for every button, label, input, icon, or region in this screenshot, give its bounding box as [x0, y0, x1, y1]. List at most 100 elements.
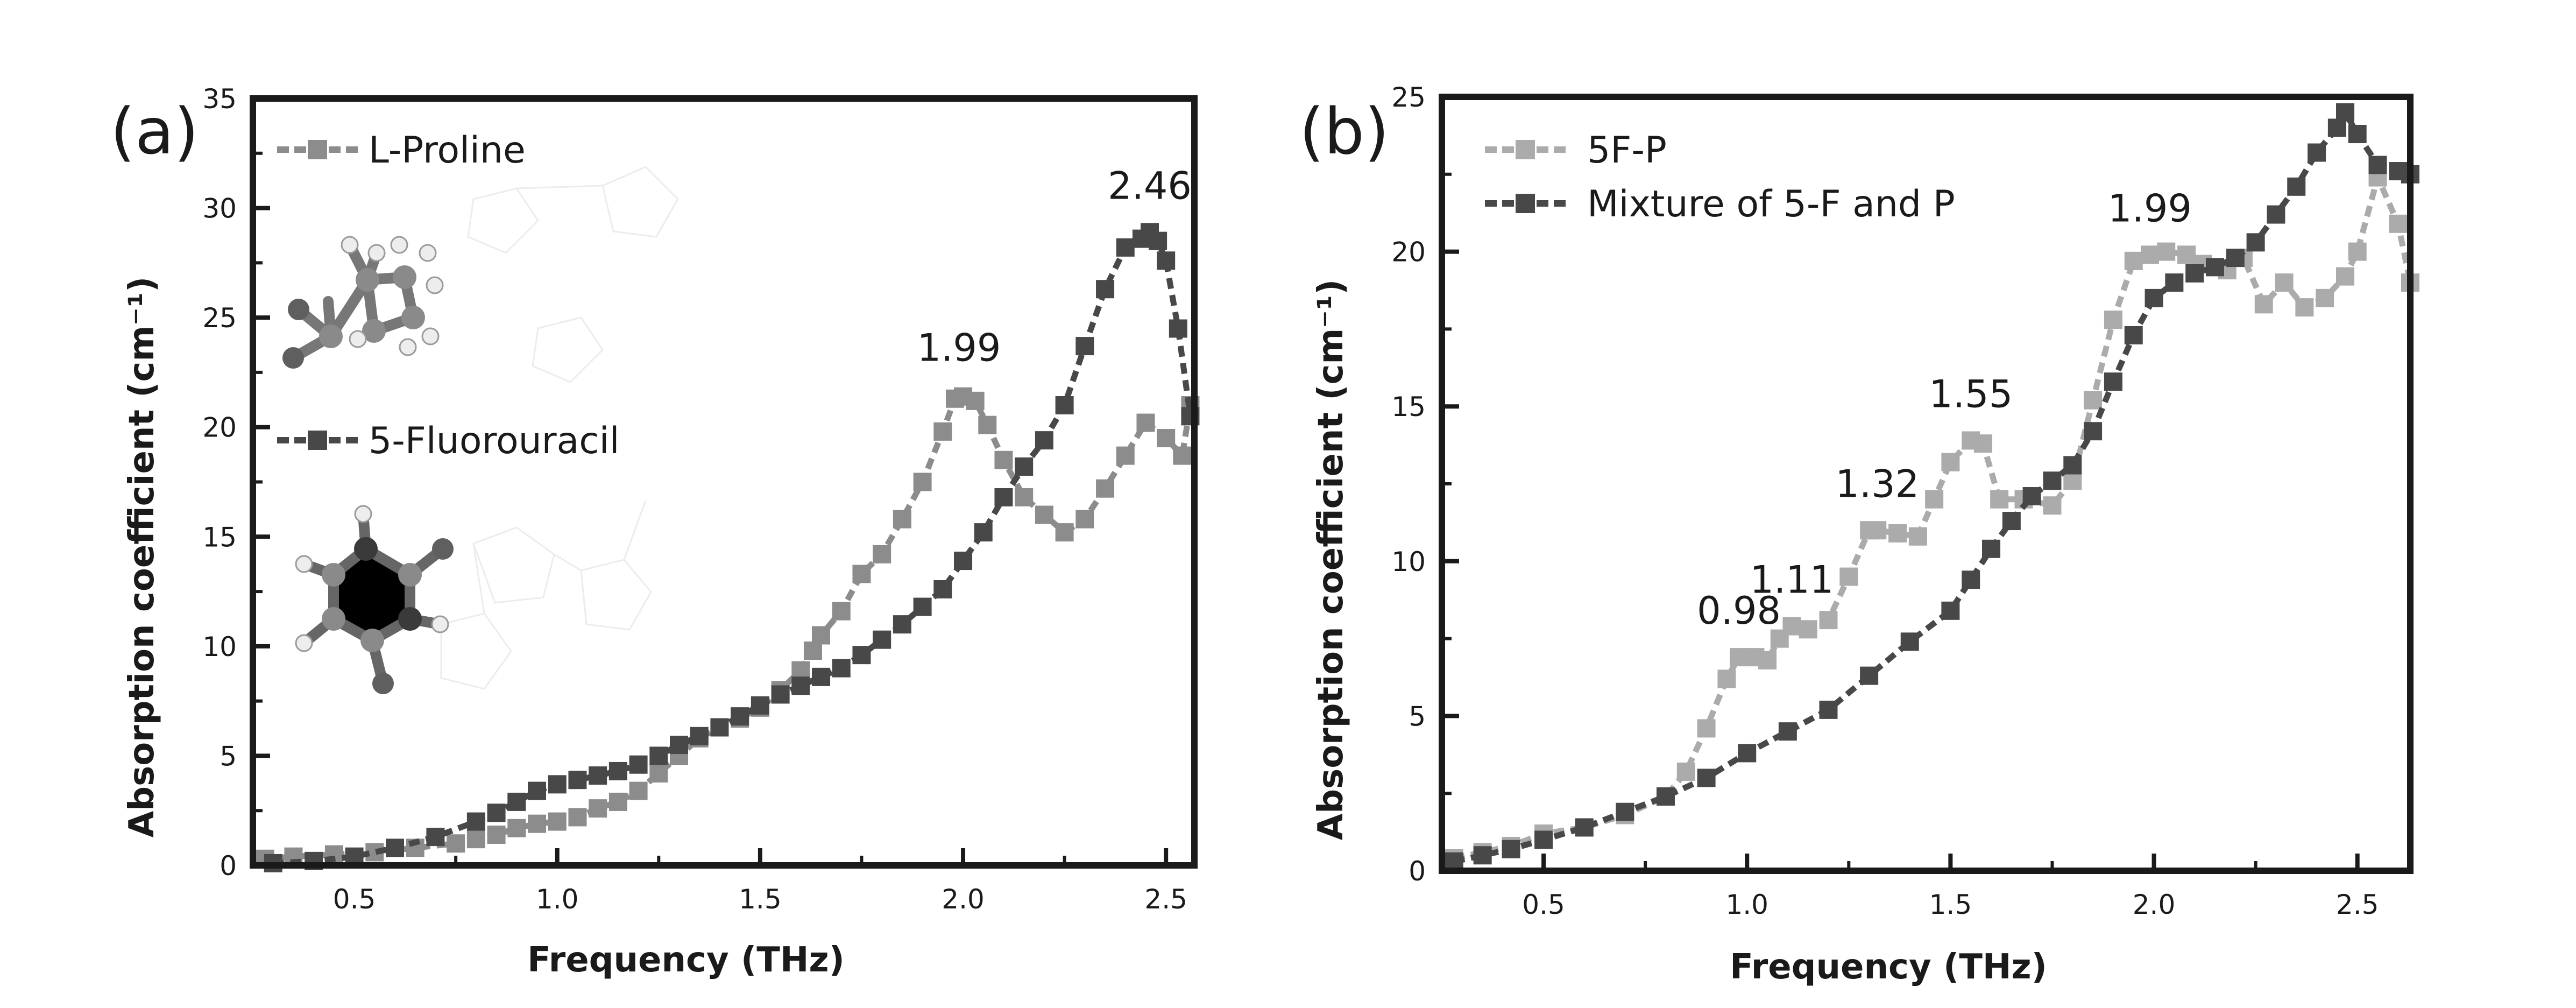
data-point-5f-p [2043, 496, 2062, 515]
data-point-5f-p [2177, 245, 2196, 264]
y-tick-label: 20 [202, 412, 237, 443]
panel-b-label: (b) [1299, 94, 1389, 168]
data-point-mixture-of-5-f-and-p [1502, 840, 1520, 858]
data-point-5-fluorouracil [1015, 457, 1034, 476]
panel-a-label: (a) [110, 94, 199, 168]
data-point-5f-p [2275, 273, 2294, 292]
data-point-5-fluorouracil [1075, 337, 1094, 356]
data-point-l-proline [893, 510, 911, 528]
legend-5-fluorouracil: 5-Fluorouracil [277, 420, 619, 462]
data-point-mixture-of-5-f-and-p [1616, 802, 1634, 821]
y-tick-label: 15 [1391, 391, 1426, 422]
data-point-mixture-of-5-f-and-p [2084, 422, 2103, 441]
y-tick-label: 20 [1391, 237, 1426, 268]
data-point-l-proline [447, 834, 465, 853]
panel-b-peak-annotations: 0.981.11 1.32 1.55 1.99 [1697, 186, 2192, 633]
data-point-l-proline [608, 792, 627, 811]
data-point-5-fluorouracil [649, 746, 668, 765]
data-point-mixture-of-5-f-and-p [2336, 103, 2354, 122]
data-point-mixture-of-5-f-and-p [2002, 512, 2021, 531]
data-point-5f-p [1799, 620, 1817, 639]
data-point-5-fluorouracil [548, 775, 567, 794]
data-point-5f-p [1676, 762, 1695, 781]
panel-a-plot: 1.99 2.46 0.5 1.0 1.5 2.0 2.5 0 5 10 15 20 25 30 35 [202, 83, 1200, 915]
data-point-mixture-of-5-f-and-p [2104, 372, 2122, 391]
data-point-5-fluorouracil [751, 696, 769, 715]
data-point-5f-p [1839, 567, 1858, 586]
y-tick-label: 5 [220, 741, 237, 772]
data-point-mixture-of-5-f-and-p [2165, 273, 2184, 292]
data-point-5-fluorouracil [832, 659, 851, 678]
data-point-l-proline [803, 642, 822, 660]
data-point-mixture-of-5-f-and-p [2308, 143, 2326, 162]
data-point-5-fluorouracil [670, 736, 689, 755]
y-tick-label: 35 [202, 83, 237, 115]
data-point-l-proline [1157, 429, 1176, 448]
data-point-mixture-of-5-f-and-p [1656, 787, 1675, 806]
data-point-l-proline [966, 391, 985, 410]
data-point-5f-p [1973, 434, 1992, 453]
y-tick-label: 0 [1409, 856, 1426, 887]
panel-b: (b) 5F-P Mixture of 5-F and P 0.981.11 1.… [1299, 82, 2419, 987]
data-point-l-proline [629, 781, 648, 800]
data-point-mixture-of-5-f-and-p [1778, 722, 1797, 741]
panel-a-background-molecule-sketch [440, 166, 679, 690]
data-point-5-fluorouracil [852, 646, 871, 665]
data-point-5-fluorouracil [426, 828, 445, 847]
series-mixture [1445, 103, 2419, 871]
data-point-l-proline [568, 808, 587, 827]
data-point-mixture-of-5-f-and-p [1982, 539, 2001, 558]
data-point-5-fluorouracil [386, 838, 405, 857]
data-point-5f-p [2316, 288, 2334, 307]
x-tick-label: 0.5 [1522, 889, 1565, 920]
data-point-5-fluorouracil [994, 488, 1013, 506]
data-point-l-proline [1173, 446, 1192, 465]
x-tick-label: 1.0 [536, 884, 579, 915]
data-point-5-fluorouracil [1096, 280, 1115, 299]
panel-b-plot: 0.981.11 1.32 1.55 1.99 0.5 1.0 1.5 2.0 2.5 0 5 10… [1391, 82, 2419, 920]
panel-a: (a) L-Proline [110, 83, 1200, 980]
data-point-5-fluorouracil [710, 718, 729, 737]
data-point-mixture-of-5-f-and-p [1819, 700, 1838, 719]
data-point-mixture-of-5-f-and-p [2063, 456, 2082, 475]
y-tick-label: 25 [202, 302, 237, 334]
panel-b-x-axis-title: Frequency (THz) [1730, 947, 2047, 987]
data-point-5-fluorouracil [568, 771, 587, 790]
data-point-l-proline [589, 799, 607, 818]
data-point-5-fluorouracil [954, 552, 973, 570]
legend-l-proline-label: L-Proline [369, 129, 526, 172]
data-point-mixture-of-5-f-and-p [2368, 156, 2387, 174]
data-point-5-fluorouracil [1035, 431, 1053, 450]
data-point-5-fluorouracil [933, 580, 952, 598]
data-point-5-fluorouracil [466, 812, 485, 831]
x-tick-label: 2.5 [2336, 889, 2379, 920]
legend-mixture-label: Mixture of 5-F and P [1587, 183, 1955, 225]
panel-a-x-axis-title: Frequency (THz) [527, 940, 845, 980]
data-point-mixture-of-5-f-and-p [1697, 769, 1716, 787]
data-point-5f-p [1717, 669, 1736, 688]
data-point-5-fluorouracil [528, 781, 547, 800]
panel-b-y-axis-title: Absorption coefficient (cm⁻¹) [1311, 279, 1351, 840]
data-point-5-fluorouracil [1116, 238, 1135, 257]
data-point-l-proline [852, 565, 871, 583]
data-point-l-proline [507, 819, 526, 837]
data-point-5f-p [1888, 524, 1907, 543]
legend-mixture-marker [1516, 194, 1535, 213]
peak-label: 1.11 [1750, 558, 1834, 602]
data-point-5-fluorouracil [913, 597, 932, 616]
data-point-mixture-of-5-f-and-p [2145, 288, 2163, 307]
data-point-mixture-of-5-f-and-p [2022, 487, 2041, 506]
legend-5f-p: 5F-P [1485, 129, 1667, 172]
data-point-mixture-of-5-f-and-p [1575, 818, 1594, 837]
data-point-l-proline [812, 626, 831, 645]
data-point-l-proline [978, 415, 997, 434]
data-point-mixture-of-5-f-and-p [1962, 570, 1980, 589]
x-tick-label: 1.5 [739, 884, 782, 915]
data-point-5f-p [1868, 521, 1887, 540]
panel-a-y-axis-title: Absorption coefficient (cm⁻¹) [122, 277, 162, 837]
peak-label: 1.99 [2108, 186, 2192, 230]
data-point-mixture-of-5-f-and-p [2327, 118, 2346, 137]
y-tick-label: 10 [202, 631, 237, 662]
data-point-5-fluorouracil [812, 667, 831, 686]
